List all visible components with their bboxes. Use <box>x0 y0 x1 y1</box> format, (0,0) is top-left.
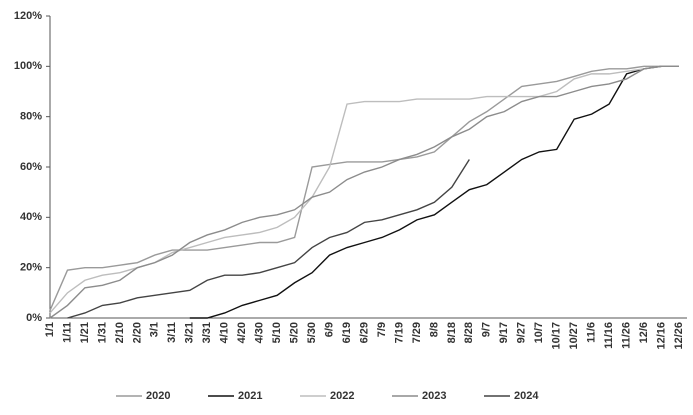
y-tick-label: 120% <box>14 10 42 22</box>
x-tick-label: 12/26 <box>673 322 685 350</box>
x-tick-label: 10/27 <box>568 322 580 350</box>
series-line <box>67 159 470 319</box>
x-tick-label: 11/6 <box>586 322 598 343</box>
x-tick-label: 5/10 <box>271 322 283 343</box>
x-tick-label: 8/8 <box>428 322 440 337</box>
y-tick-label: 0% <box>26 312 42 324</box>
x-tick-label: 3/31 <box>201 322 213 343</box>
series-line <box>49 65 679 311</box>
x-tick-label: 11/16 <box>603 322 615 349</box>
legend-label: 2020 <box>146 390 170 402</box>
x-tick-label: 8/18 <box>446 322 458 343</box>
x-tick-label: 3/21 <box>184 322 196 343</box>
x-tick-label: 12/6 <box>638 322 650 343</box>
y-tick-label: 80% <box>20 111 42 123</box>
y-tick-label: 60% <box>20 161 42 173</box>
y-tick-label: 100% <box>14 60 42 72</box>
x-tick-label: 8/28 <box>463 322 475 343</box>
series-line <box>49 65 679 319</box>
x-tick-label: 7/29 <box>411 322 423 343</box>
x-tick-label: 6/9 <box>323 322 335 337</box>
x-tick-label: 9/27 <box>516 322 528 343</box>
x-tick-label: 11/26 <box>620 322 632 349</box>
x-tick-label: 6/19 <box>341 322 353 343</box>
legend-label: 2022 <box>330 390 354 402</box>
x-tick-label: 4/20 <box>236 322 248 343</box>
x-tick-label: 3/1 <box>149 322 161 337</box>
legend-label: 2021 <box>238 390 262 402</box>
x-tick-label: 12/16 <box>655 322 667 350</box>
series-line <box>189 65 679 319</box>
x-tick-label: 10/7 <box>533 322 545 343</box>
x-tick-label: 4/30 <box>254 322 266 343</box>
x-tick-label: 6/29 <box>358 322 370 343</box>
x-tick-label: 7/9 <box>376 322 388 337</box>
x-tick-label: 2/10 <box>114 322 126 343</box>
x-tick-label: 3/11 <box>166 322 178 343</box>
x-tick-label: 2/20 <box>131 322 143 343</box>
y-tick-label: 40% <box>20 211 42 223</box>
x-tick-label: 9/7 <box>481 322 493 337</box>
legend-label: 2023 <box>422 390 446 402</box>
x-tick-label: 1/1 <box>44 322 56 337</box>
x-tick-label: 4/10 <box>219 322 231 343</box>
y-tick-label: 20% <box>20 262 42 274</box>
x-tick-label: 1/21 <box>79 322 91 343</box>
x-tick-label: 9/17 <box>498 322 510 343</box>
x-tick-label: 5/20 <box>289 322 301 343</box>
x-tick-label: 10/17 <box>551 322 563 350</box>
legend-label: 2024 <box>514 390 539 402</box>
x-tick-label: 7/19 <box>393 322 405 343</box>
series-line <box>49 65 679 314</box>
x-tick-label: 1/31 <box>96 322 108 343</box>
x-tick-label: 5/30 <box>306 322 318 343</box>
x-tick-label: 1/11 <box>61 322 73 343</box>
